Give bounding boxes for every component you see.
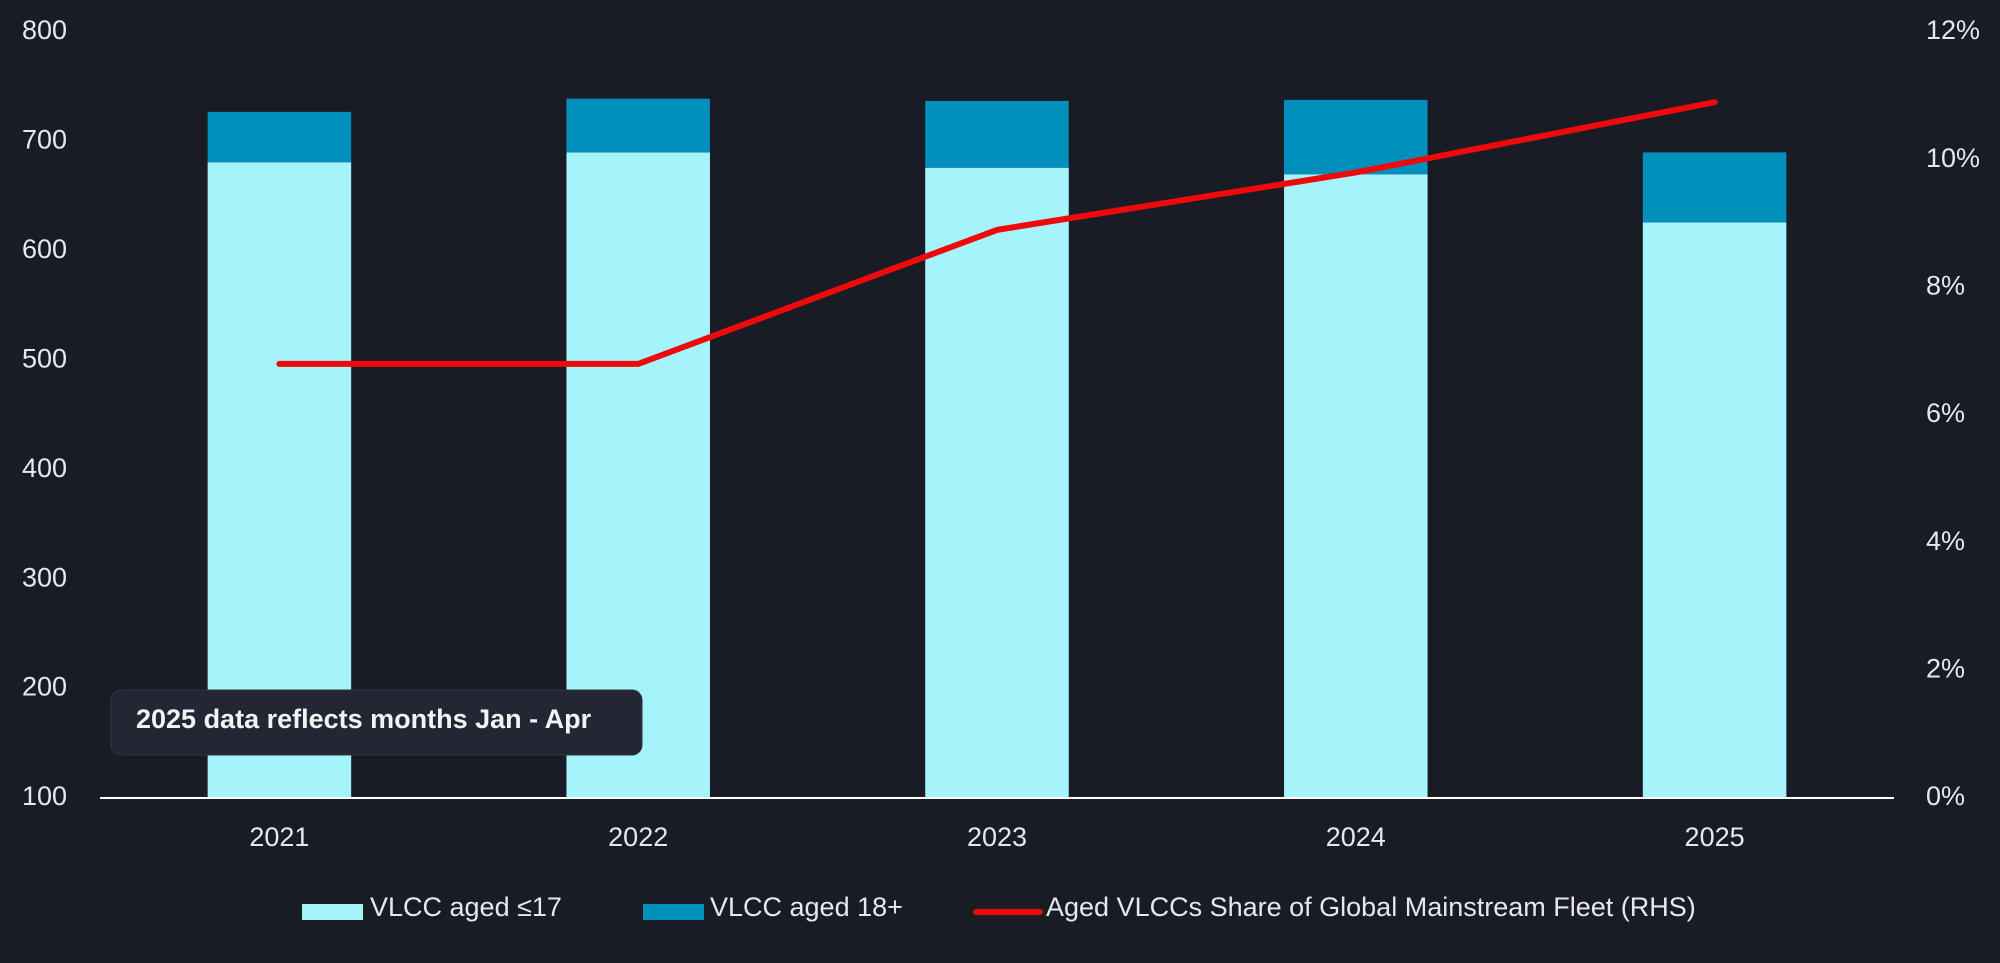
x-tick-label: 2025 — [1685, 822, 1745, 852]
y2-tick-label: 2% — [1926, 653, 1965, 683]
bar-segment — [925, 167, 1069, 799]
x-tick-label: 2022 — [608, 822, 668, 852]
y-tick-label: 200 — [22, 672, 67, 702]
y2-tick-label: 10% — [1926, 143, 1980, 173]
x-tick-label: 2024 — [1326, 822, 1386, 852]
x-tick-label: 2023 — [967, 822, 1027, 852]
y-tick-label: 500 — [22, 343, 67, 373]
line-series — [276, 99, 1718, 367]
bar-segment — [207, 111, 352, 163]
bar-segment — [1642, 152, 1787, 223]
y2-tick-label: 0% — [1926, 781, 1965, 811]
bar-segment — [1642, 222, 1787, 799]
x-tick-label: 2021 — [249, 822, 309, 852]
legend-swatch — [643, 904, 704, 920]
y2-tick-label: 4% — [1926, 526, 1965, 556]
y-tick-label: 800 — [22, 15, 67, 45]
y-tick-label: 400 — [22, 453, 67, 483]
annotation: 2025 data reflects months Jan - Apr — [136, 704, 592, 734]
legend-label: VLCC aged ≤17 — [370, 892, 562, 922]
y-tick-label: 300 — [22, 562, 67, 592]
bar-segment — [1284, 174, 1428, 798]
y-tick-label: 600 — [22, 234, 67, 264]
annotation-box — [110, 689, 643, 756]
y2-tick-label: 8% — [1926, 270, 1965, 300]
y2-tick-label: 6% — [1926, 398, 1965, 428]
bar-segment — [925, 100, 1069, 168]
y-tick-label: 700 — [22, 125, 67, 155]
y-tick-label: 100 — [22, 781, 67, 811]
legend-label: VLCC aged 18+ — [710, 892, 903, 922]
y2-tick-label: 12% — [1926, 15, 1980, 45]
legend-label: Aged VLCCs Share of Global Mainstream Fl… — [1046, 892, 1696, 922]
bar-segment — [566, 98, 710, 153]
legend-swatch — [302, 904, 363, 920]
